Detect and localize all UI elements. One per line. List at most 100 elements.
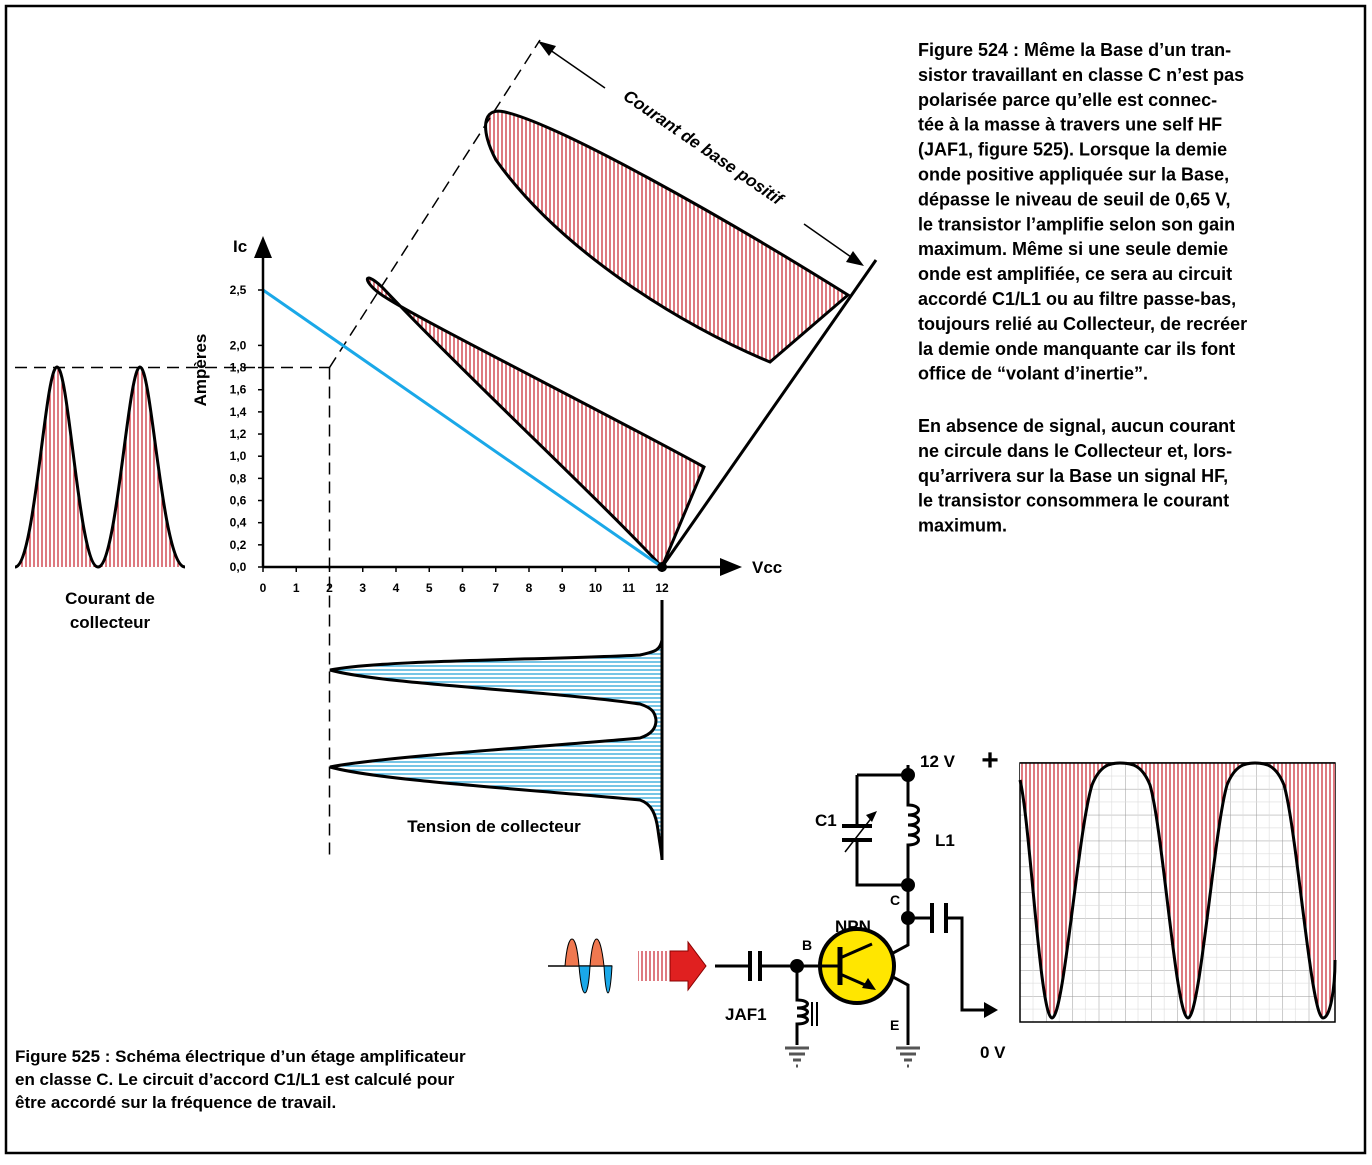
base-label: B	[802, 937, 812, 953]
caption-line: (JAF1, figure 525). Lorsque la demie	[918, 140, 1227, 160]
x-tick-label: 11	[622, 581, 635, 595]
voltage-lobes	[329, 639, 664, 861]
x-tick-label: 9	[559, 581, 566, 595]
emitter-arrow	[862, 978, 876, 990]
y-arrow	[254, 236, 272, 258]
arrow-tail	[638, 951, 668, 981]
x-tick-label: 5	[426, 581, 433, 595]
y-tick-label: 0,0	[230, 560, 247, 574]
pulse-fill	[15, 367, 185, 567]
caption-line: le transistor consommera le courant	[918, 491, 1229, 511]
scope-fill	[1020, 763, 1335, 1018]
caption-text: Schéma électrique d’un étage amplificate…	[115, 1047, 466, 1066]
y-label: Ic	[233, 237, 247, 256]
x-tick-label: 10	[589, 581, 603, 595]
caption-line: en classe C. Le circuit d’accord C1/L1 e…	[15, 1070, 455, 1089]
choke-label: JAF1	[725, 1005, 767, 1024]
lobe-high	[484, 109, 851, 364]
caption-line: Figure 524 : Même la Base d’un tran-	[918, 40, 1231, 60]
caption-524: Figure 524 : Même la Base d’un tran-sist…	[918, 40, 1247, 536]
caption-line: ne circule dans le Collecteur et, lors-	[918, 441, 1232, 461]
caption-text: tée à la masse à travers une self HF	[918, 115, 1222, 135]
caption-text: Même la Base d’un tran-	[1024, 40, 1231, 60]
caption-text: être accordé sur la fréquence de travail…	[15, 1093, 336, 1112]
x-tick-label: 12	[655, 581, 669, 595]
drive-line	[660, 259, 878, 568]
junction	[901, 768, 915, 782]
y-tick-label: 0,4	[230, 516, 247, 530]
c1-label: C1	[815, 811, 837, 830]
guide-line	[328, 39, 541, 368]
y-tick-label: 0,6	[230, 494, 247, 508]
input-arrow	[669, 940, 707, 992]
caption-text: dépasse le niveau de seuil de 0,65 V,	[918, 189, 1231, 209]
caption-text: accordé C1/L1 ou au filtre passe-bas,	[918, 289, 1236, 309]
caption-line: Figure 525 : Schéma électrique d’un étag…	[15, 1047, 466, 1066]
coil-l1	[906, 775, 920, 885]
collector-voltage-label: Tension de collecteur	[407, 817, 581, 836]
caption-line: toujours relié au Collecteur, de recréer	[918, 314, 1247, 334]
caption-text: toujours relié au Collecteur, de recréer	[918, 314, 1247, 334]
caption-line: onde est amplifiée, ce sera au circuit	[918, 264, 1232, 284]
load-line	[262, 288, 663, 569]
arrow-head	[846, 251, 864, 266]
x-tick-label: 4	[393, 581, 400, 595]
coil-core	[811, 1002, 818, 1026]
caption-line: office de “volant d’inertie”.	[918, 364, 1148, 384]
coil-jaf1	[795, 966, 809, 1045]
var-arrow	[844, 815, 874, 853]
x-tick-label: 6	[459, 581, 466, 595]
caption-text: polarisée parce qu’elle est connec-	[918, 90, 1217, 110]
caption-line: la demie onde manquante car ils font	[918, 339, 1235, 359]
x-arrow	[720, 558, 742, 576]
caption-line: le transistor l’amplifie selon son gain	[918, 214, 1235, 234]
caption-label: Figure 524 :	[918, 40, 1019, 60]
lobe-low	[365, 276, 706, 570]
x-tick-label: 1	[293, 581, 300, 595]
caption-525: Figure 525 : Schéma électrique d’un étag…	[15, 1047, 466, 1112]
caption-line: polarisée parce qu’elle est connec-	[918, 90, 1217, 110]
caption-line: sistor travaillant en classe C n’est pas	[918, 65, 1244, 85]
scope-wave	[1018, 761, 1337, 1020]
caption-line: maximum. Même si une seule demie	[918, 239, 1228, 259]
x-tick-label: 2	[326, 581, 333, 595]
caption-line: être accordé sur la fréquence de travail…	[15, 1093, 336, 1112]
x-label: Vcc	[752, 558, 782, 577]
collector-current-label: collecteur	[70, 613, 151, 632]
caption-line: accordé C1/L1 ou au filtre passe-bas,	[918, 289, 1236, 309]
graph: Ic Ampères Vcc 0,0 0,2 0,4 0,6 0,8 1,0 1,2 1,4 1,6 1…	[15, 39, 782, 860]
x-tick-label: 0	[260, 581, 267, 595]
y-tick-label: 1,0	[230, 449, 247, 463]
caption-label: Figure 525 :	[15, 1047, 110, 1066]
x-tick-label: 8	[526, 581, 533, 595]
caption-line: maximum.	[918, 516, 1007, 536]
arrow-head	[984, 1002, 998, 1018]
y-tick-label: 2,0	[230, 338, 247, 352]
caption-line: En absence de signal, aucun courant	[918, 416, 1235, 436]
var-arrow-head	[866, 811, 877, 822]
y-tick-label: 1,6	[230, 383, 247, 397]
l1-label: L1	[935, 831, 955, 850]
y-title: Ampères	[191, 334, 210, 407]
x-tick-label: 3	[359, 581, 366, 595]
caption-line: onde positive appliquée sur la Base,	[918, 165, 1229, 185]
y-tick-label: 1,8	[230, 361, 247, 375]
arrow-head	[538, 41, 556, 56]
emitter-label: E	[890, 1017, 899, 1033]
y-tick-label: 2,5	[230, 283, 247, 297]
collector-label: C	[890, 892, 900, 908]
ground-label: 0 V	[980, 1043, 1006, 1062]
junction	[901, 878, 915, 892]
signal-negative	[578, 965, 613, 994]
caption-line: dépasse le niveau de seuil de 0,65 V,	[918, 189, 1231, 209]
caption-text: (JAF1, figure 525). Lorsque la demie	[918, 140, 1227, 160]
supply-label: 12 V	[920, 752, 956, 771]
circuit: 12 V + C1 L1 0 V NPN C B E JAF1	[548, 744, 1006, 1068]
pulse-outline	[14, 365, 186, 569]
y-tick-label: 0,2	[230, 538, 247, 552]
caption-line: tée à la masse à travers une self HF	[918, 115, 1222, 135]
x-tick-label: 7	[492, 581, 499, 595]
caption-text: la demie onde manquante car ils font	[918, 339, 1235, 359]
